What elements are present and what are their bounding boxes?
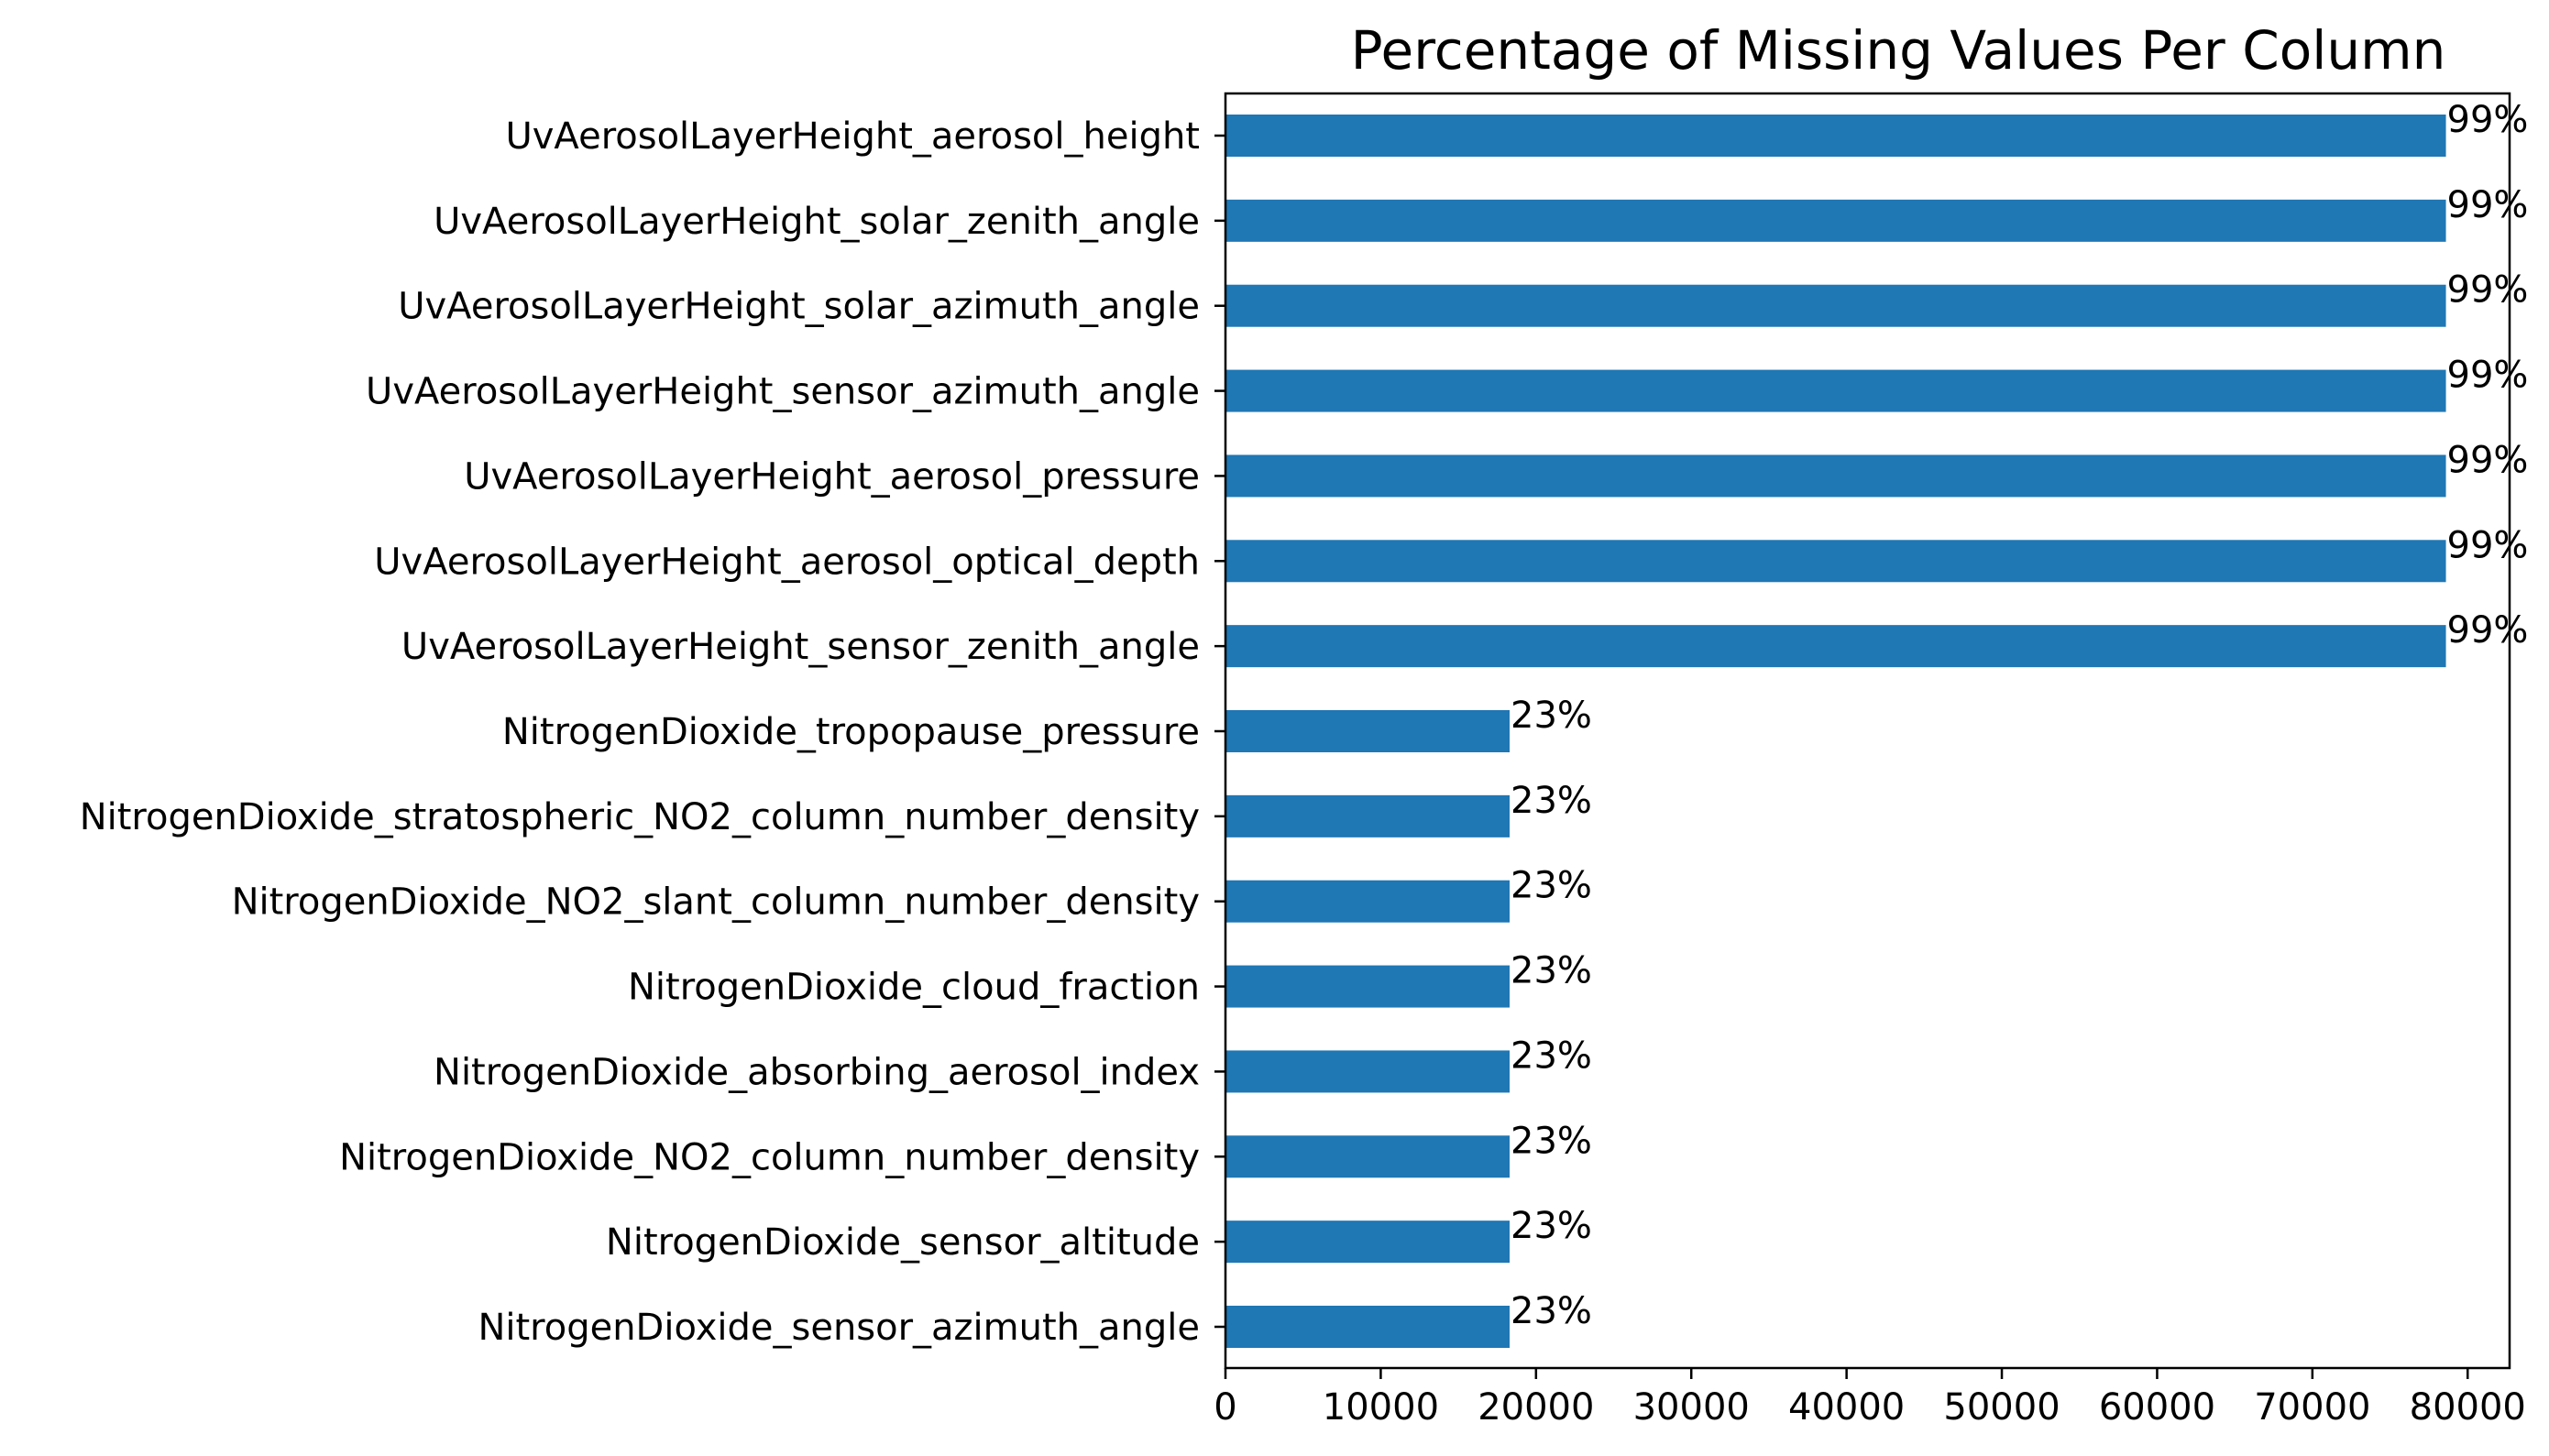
category-label-6: UvAerosolLayerHeight_sensor_zenith_angle xyxy=(401,626,1200,668)
x-tick-label-6: 60000 xyxy=(2099,1386,2215,1429)
data-label-2: 99% xyxy=(2447,269,2529,312)
category-label-14: NitrogenDioxide_sensor_azimuth_angle xyxy=(478,1307,1200,1349)
bar-13 xyxy=(1225,1221,1511,1264)
chart-title: Percentage of Missing Values Per Column xyxy=(1351,19,2446,82)
x-tick-label-5: 50000 xyxy=(1943,1386,2060,1429)
data-label-6: 99% xyxy=(2447,609,2529,651)
category-label-7: NitrogenDioxide_tropopause_pressure xyxy=(502,711,1200,753)
plot-area-frame xyxy=(1224,92,2511,1370)
bar-12 xyxy=(1225,1135,1511,1178)
bar-9 xyxy=(1225,880,1511,923)
bar-11 xyxy=(1225,1050,1511,1093)
x-tick-label-1: 10000 xyxy=(1323,1386,1439,1429)
category-label-9: NitrogenDioxide_NO2_slant_column_number_… xyxy=(232,881,1200,924)
category-label-3: UvAerosolLayerHeight_sensor_azimuth_angl… xyxy=(366,371,1200,413)
x-tick-label-3: 30000 xyxy=(1633,1386,1750,1429)
category-label-5: UvAerosolLayerHeight_aerosol_optical_dep… xyxy=(374,541,1200,583)
data-label-3: 99% xyxy=(2447,355,2529,397)
category-label-13: NitrogenDioxide_sensor_altitude xyxy=(606,1221,1200,1264)
data-label-11: 23% xyxy=(1511,1035,1592,1077)
x-tick-label-0: 0 xyxy=(1214,1386,1236,1429)
data-label-14: 23% xyxy=(1511,1290,1592,1332)
bar-8 xyxy=(1225,794,1511,837)
bar-7 xyxy=(1225,709,1511,752)
category-label-11: NitrogenDioxide_absorbing_aerosol_index xyxy=(434,1051,1200,1093)
category-label-10: NitrogenDioxide_cloud_fraction xyxy=(628,967,1200,1009)
category-label-2: UvAerosolLayerHeight_solar_azimuth_angle xyxy=(398,286,1200,328)
bar-2 xyxy=(1225,284,2446,327)
category-label-4: UvAerosolLayerHeight_aerosol_pressure xyxy=(464,455,1200,498)
data-label-13: 23% xyxy=(1511,1205,1592,1247)
data-label-10: 23% xyxy=(1511,950,1592,992)
category-label-0: UvAerosolLayerHeight_aerosol_height xyxy=(505,115,1200,158)
bar-0 xyxy=(1225,115,2446,157)
bars-layer xyxy=(1225,115,2446,1348)
data-label-5: 99% xyxy=(2447,524,2529,566)
data-label-0: 99% xyxy=(2447,99,2529,141)
data-label-4: 99% xyxy=(2447,439,2529,481)
data-label-8: 23% xyxy=(1511,780,1592,822)
x-tick-label-7: 70000 xyxy=(2254,1386,2370,1429)
data-labels-layer: 99% 99% 99% 99% 99% 99% 99% 23% 23% 23% 23% 23% 23% 2… xyxy=(1511,99,2528,1332)
data-label-7: 23% xyxy=(1511,695,1592,737)
category-label-12: NitrogenDioxide_NO2_column_number_densit… xyxy=(339,1136,1200,1178)
data-label-9: 23% xyxy=(1511,865,1592,907)
bar-3 xyxy=(1225,369,2446,412)
category-label-8: NitrogenDioxide_stratospheric_NO2_column… xyxy=(80,796,1200,838)
data-label-12: 23% xyxy=(1511,1120,1592,1162)
x-tick-label-4: 40000 xyxy=(1788,1386,1905,1429)
bar-6 xyxy=(1225,625,2446,668)
category-label-1: UvAerosolLayerHeight_solar_zenith_angle xyxy=(434,201,1200,243)
bar-4 xyxy=(1225,454,2446,498)
bar-5 xyxy=(1225,540,2446,583)
bar-14 xyxy=(1225,1305,1511,1348)
x-tick-label-2: 20000 xyxy=(1478,1386,1594,1429)
category-labels-layer: UvAerosolLayerHeight_aerosol_height UvAer… xyxy=(80,115,1225,1349)
bar-1 xyxy=(1225,199,2446,242)
x-tick-label-8: 80000 xyxy=(2410,1386,2526,1429)
data-label-1: 99% xyxy=(2447,184,2529,226)
bar-10 xyxy=(1225,965,1511,1008)
x-axis: 0 10000 20000 30000 40000 50000 60000 70000 8000… xyxy=(1214,1368,2526,1429)
